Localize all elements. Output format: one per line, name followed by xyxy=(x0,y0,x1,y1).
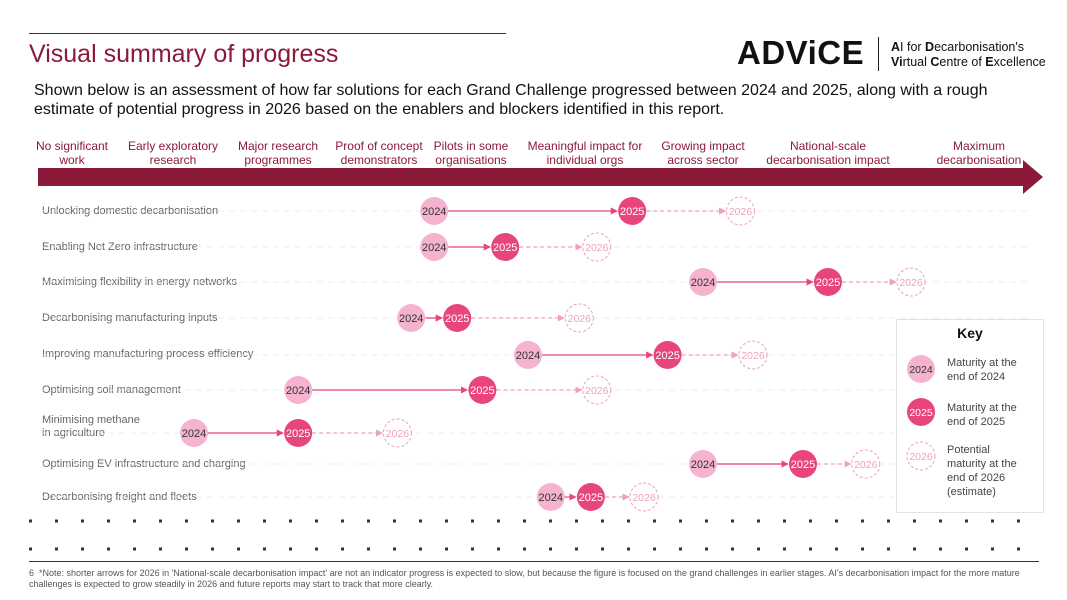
marker-2025-label: 2025 xyxy=(445,313,469,325)
key-marker-2026 xyxy=(906,441,936,471)
marker-2024 xyxy=(284,376,313,404)
marker-2026-label: 2026 xyxy=(568,313,592,325)
marker-2024 xyxy=(180,419,208,447)
key-symbols: 2024 2025 2026 xyxy=(906,355,936,471)
marker-2024 xyxy=(689,450,717,478)
marker-2026 xyxy=(851,449,881,479)
key-marker-2025 xyxy=(907,398,935,426)
logo-divider xyxy=(878,37,879,71)
marker-2026-label: 2026 xyxy=(899,277,923,289)
marker-2026-label: 2026 xyxy=(854,459,878,471)
marker-2025 xyxy=(789,450,817,478)
marker-2025 xyxy=(814,268,842,296)
marker-2024 xyxy=(514,341,542,369)
marker-2026-label: 2026 xyxy=(729,206,753,218)
footer-rule xyxy=(29,561,1039,562)
key-label-2024: Maturity at the end of 2024 xyxy=(947,357,1017,383)
challenge-label: Maximising flexibility in energy network… xyxy=(42,276,238,288)
logo-subtitle: AI for Decarbonisation's Virtual Centre … xyxy=(891,40,1046,70)
marker-2025 xyxy=(576,483,605,511)
marker-2026 xyxy=(582,232,612,262)
marker-2024 xyxy=(689,268,717,296)
marker-2024-label: 2024 xyxy=(691,277,715,289)
marker-2025 xyxy=(618,197,647,225)
stage-label: Proof of concept demonstrators xyxy=(335,139,423,167)
marker-2024-label: 2024 xyxy=(182,428,206,440)
key-label-2025: Maturity at the end of 2025 xyxy=(947,402,1017,428)
logo-subtitle-line2: Virtual Centre of Excellence xyxy=(891,55,1046,69)
marker-2024-label: 2024 xyxy=(399,313,423,325)
marker-2024-label: 2024 xyxy=(516,350,540,362)
page-number: 6 xyxy=(29,568,35,578)
key-marker-label: 2024 xyxy=(909,364,933,376)
footnote-text: *Note: shorter arrows for 2026 in 'Natio… xyxy=(29,568,1020,589)
marker-2026-label: 2026 xyxy=(632,492,656,504)
marker-2024-label: 2024 xyxy=(422,206,446,218)
challenge-label: Minimising methane in agriculture xyxy=(42,414,140,439)
marker-2024 xyxy=(420,197,449,225)
marker-2026 xyxy=(564,303,594,333)
marker-2025-label: 2025 xyxy=(816,277,840,289)
key-marker-2024 xyxy=(907,355,935,383)
marker-2026 xyxy=(896,267,926,297)
stage-label: Early exploratory research xyxy=(127,139,219,167)
marker-2025-label: 2025 xyxy=(655,350,679,362)
marker-2025-label: 2025 xyxy=(470,385,494,397)
stage-label: Pilots in some organisations xyxy=(433,139,509,167)
key-label-2026: Potential maturity at the end of 2026 (est… xyxy=(947,444,1017,498)
marker-2026-label: 2026 xyxy=(386,428,410,440)
marker-2024 xyxy=(397,304,426,332)
top-rule xyxy=(29,33,506,34)
marker-2025 xyxy=(284,419,313,447)
advice-logo: ADViCE xyxy=(737,34,865,71)
marker-2025 xyxy=(468,376,497,404)
challenge-label: Improving manufacturing process efficien… xyxy=(42,348,254,360)
marker-2024-label: 2024 xyxy=(691,459,715,471)
marker-2024 xyxy=(420,233,449,261)
marker-2025-label: 2025 xyxy=(620,206,644,218)
marker-2026-label: 2026 xyxy=(585,385,609,397)
marker-2025 xyxy=(491,233,520,261)
key-legend: Key 2024 2025 2026 Maturity at the end of 2… xyxy=(896,319,1044,513)
challenge-label: Decarbonising manufacturing inputs xyxy=(42,312,218,324)
stage-label: Major research programmes xyxy=(237,139,319,167)
marker-2025 xyxy=(653,341,682,369)
key-marker-label: 2026 xyxy=(909,451,933,463)
marker-2026-label: 2026 xyxy=(741,350,765,362)
stage-label: Growing impact across sector xyxy=(661,139,745,167)
page-subtitle: Shown below is an assessment of how far … xyxy=(34,82,988,118)
marker-2025-label: 2025 xyxy=(791,459,815,471)
maturity-scale-arrow xyxy=(38,160,1043,194)
marker-2025-label: 2025 xyxy=(579,492,603,504)
marker-2024-label: 2024 xyxy=(422,242,446,254)
marker-2024-label: 2024 xyxy=(286,385,310,397)
key-marker-label: 2025 xyxy=(909,407,933,419)
logo-subtitle-line1: AI for Decarbonisation's xyxy=(891,40,1025,54)
marker-2024 xyxy=(536,483,565,511)
marker-2025-label: 2025 xyxy=(493,242,517,254)
stage-label: National-scale decarbonisation impact xyxy=(766,139,890,167)
footnote: 6 *Note: shorter arrows for 2026 in 'Nat… xyxy=(29,568,1039,590)
marker-2026 xyxy=(629,482,659,512)
marker-2026 xyxy=(382,418,412,448)
marker-2024-label: 2024 xyxy=(539,492,563,504)
marker-2026 xyxy=(582,375,612,405)
marker-2026 xyxy=(738,340,768,370)
marker-2026-label: 2026 xyxy=(585,242,609,254)
marker-2025-label: 2025 xyxy=(286,428,310,440)
key-title: Key xyxy=(957,325,983,341)
page-title: Visual summary of progress xyxy=(29,40,339,68)
stage-label: Meaningful impact for individual orgs xyxy=(527,139,643,167)
marker-2026 xyxy=(726,196,755,226)
stage-label: No significant work xyxy=(35,139,109,167)
marker-2025 xyxy=(443,304,472,332)
